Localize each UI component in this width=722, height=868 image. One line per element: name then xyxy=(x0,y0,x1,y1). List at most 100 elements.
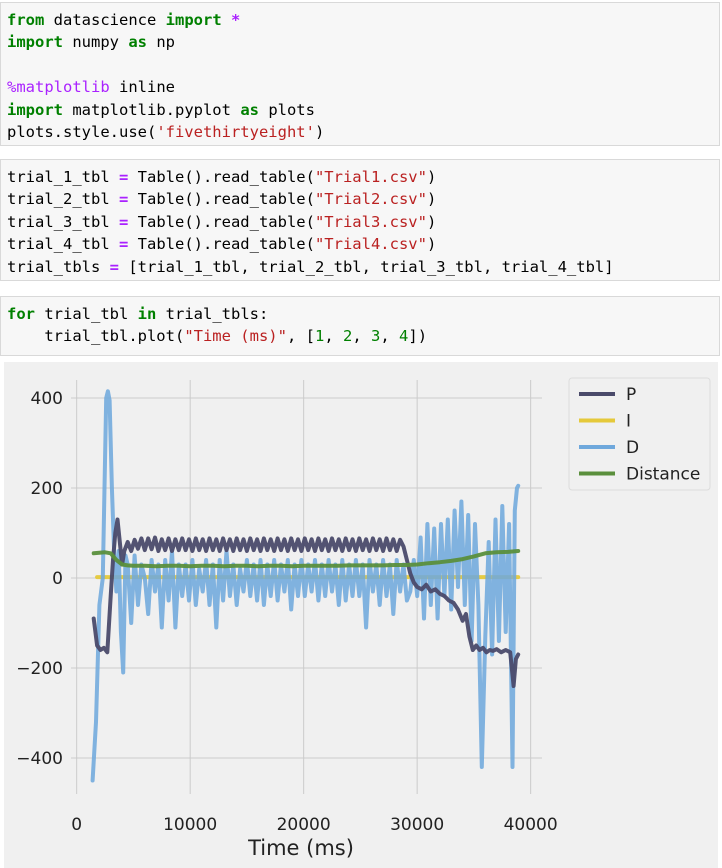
x-tick-label: 40000 xyxy=(504,815,558,835)
code-line xyxy=(7,54,713,76)
code-token: "Time (ms)" xyxy=(184,327,287,346)
code-token: , xyxy=(380,327,400,346)
code-token: trial_3_tbl xyxy=(7,212,119,231)
code-token: Table().read_table( xyxy=(128,235,315,254)
x-axis-label: Time (ms) xyxy=(247,836,354,860)
code-line: trial_2_tbl = Table().read_table("Trial2… xyxy=(7,188,713,210)
code-line: trial_tbl.plot("Time (ms)", [1, 2, 3, 4]… xyxy=(7,325,713,347)
code-token: , xyxy=(324,327,343,346)
code-line: from datascience import * xyxy=(7,9,713,31)
axis-ticks: −400 −200 0 200 400 0 10000 20000 30000 40000 xyxy=(16,389,557,835)
code-token: trial_4_tbl xyxy=(7,235,119,254)
chart-series xyxy=(90,389,521,783)
code-token: Table().read_table( xyxy=(128,212,315,231)
line-chart: −400 −200 0 200 400 0 10000 20000 30000 40000 Tim… xyxy=(16,377,711,860)
series-line-p xyxy=(91,517,521,688)
code-token: %matplotlib xyxy=(7,78,110,97)
code-token: ) xyxy=(314,122,325,141)
code-token: "Trial2.csv" xyxy=(314,190,427,209)
code-token: = xyxy=(109,257,119,276)
code-line: trial_3_tbl = Table().read_table("Trial3… xyxy=(7,211,713,233)
code-token: 'fivethirtyeight' xyxy=(156,122,315,141)
y-tick-label: 0 xyxy=(52,569,63,589)
y-tick-label: −200 xyxy=(16,659,63,679)
code-token: trial_tbls xyxy=(7,257,110,276)
code-token: , xyxy=(352,327,371,346)
y-tick-label: 200 xyxy=(31,479,63,499)
code-line: %matplotlib inline xyxy=(7,76,713,98)
code-token: , [ xyxy=(286,327,315,346)
code-token: Table().read_table( xyxy=(128,168,315,186)
legend-label-d: D xyxy=(626,438,639,458)
code-cell-imports[interactable]: from datascience import * import numpy as… xyxy=(0,2,720,146)
code-token: matplotlib.pyplot xyxy=(63,100,241,119)
code-token: trial_2_tbl xyxy=(7,190,119,209)
code-cell-load-tables[interactable]: trial_1_tbl = Table().read_table("Trial1… xyxy=(0,159,720,281)
code-token: import xyxy=(7,100,63,119)
code-line: trial_4_tbl = Table().read_table("Trial4… xyxy=(7,233,713,255)
legend-label-distance: Distance xyxy=(626,465,700,485)
code-block: trial_1_tbl = Table().read_table("Trial1… xyxy=(1,160,719,284)
code-token: np xyxy=(147,33,175,52)
series-line-d xyxy=(90,389,521,783)
code-line: import matplotlib.pyplot as plots xyxy=(7,99,713,121)
code-token: import xyxy=(7,33,63,52)
code-token: numpy xyxy=(63,33,129,52)
code-token: ) xyxy=(426,168,437,186)
code-token: 4 xyxy=(399,327,409,346)
series-line-distance xyxy=(91,549,521,569)
code-token: plots.style.use( xyxy=(7,122,157,141)
code-line: import numpy as np xyxy=(7,31,713,53)
code-token: ) xyxy=(426,212,437,231)
x-tick-label: 20000 xyxy=(277,815,331,835)
legend-label-i: I xyxy=(626,412,631,432)
y-tick-label: 400 xyxy=(31,389,63,409)
legend-label-p: P xyxy=(626,385,636,405)
code-token: "Trial1.csv" xyxy=(314,168,427,186)
code-token: inline xyxy=(109,78,175,97)
code-token: 2 xyxy=(342,327,353,346)
plot-output: −400 −200 0 200 400 0 10000 20000 30000 40000 Tim… xyxy=(4,362,718,868)
code-line: plots.style.use('fivethirtyeight') xyxy=(7,121,713,143)
code-token: "Trial3.csv" xyxy=(314,212,427,231)
code-token: datascience xyxy=(44,11,166,29)
code-token: * xyxy=(231,11,241,29)
code-token: as xyxy=(128,33,147,52)
code-token: = xyxy=(118,168,129,186)
code-token: = xyxy=(118,235,129,254)
code-token: for xyxy=(7,305,35,323)
code-line: trial_tbls = [trial_1_tbl, trial_2_tbl, … xyxy=(7,256,713,278)
x-tick-label: 10000 xyxy=(163,815,217,835)
code-token: = xyxy=(118,190,129,209)
x-tick-label: 30000 xyxy=(390,815,444,835)
code-token: from xyxy=(7,11,45,29)
code-token: "Trial4.csv" xyxy=(314,235,427,254)
code-token: trial_tbl.plot( xyxy=(7,327,185,346)
code-token: = xyxy=(118,212,129,231)
x-tick-label: 0 xyxy=(71,815,82,835)
code-line: trial_1_tbl = Table().read_table("Trial1… xyxy=(7,166,713,188)
code-token: Table().read_table( xyxy=(128,190,315,209)
code-token: 3 xyxy=(371,327,381,346)
code-token: ) xyxy=(426,235,437,254)
chart-legend: PID Distance xyxy=(568,377,711,491)
code-token: trial_1_tbl xyxy=(7,168,119,186)
code-block: for trial_tbl in trial_tbls: trial_tbl.p… xyxy=(1,297,719,354)
code-token: import xyxy=(165,11,222,29)
code-token: plots xyxy=(258,100,315,119)
grid-lines xyxy=(71,380,542,794)
code-block: from datascience import * import numpy as… xyxy=(1,3,719,149)
legend-frame xyxy=(568,377,711,491)
code-token: trial_tbl xyxy=(35,305,138,323)
code-cell-plot-loop[interactable]: for trial_tbl in trial_tbls: trial_tbl.p… xyxy=(0,296,720,356)
code-token: as xyxy=(240,100,259,119)
code-token: in xyxy=(137,305,157,323)
y-tick-label: −400 xyxy=(16,749,63,769)
code-token: ]) xyxy=(408,327,428,346)
code-token: 1 xyxy=(314,327,325,346)
code-token: trial_tbls: xyxy=(156,305,269,323)
code-token: [trial_1_tbl, trial_2_tbl, trial_3_tbl, … xyxy=(119,257,614,276)
code-token xyxy=(222,11,231,29)
code-token: ) xyxy=(426,190,437,209)
code-line: for trial_tbl in trial_tbls: xyxy=(7,303,713,325)
